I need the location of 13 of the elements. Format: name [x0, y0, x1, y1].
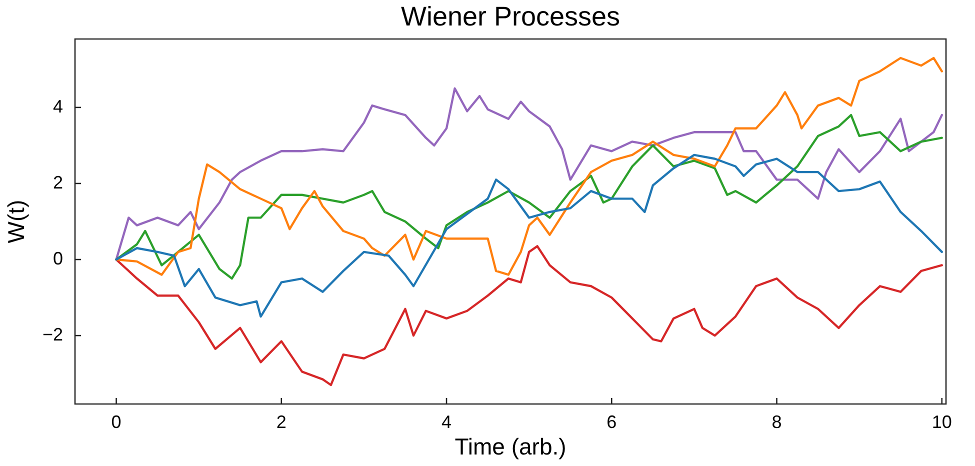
- y-tick-label: −2: [42, 324, 63, 345]
- chart-title: Wiener Processes: [400, 1, 620, 32]
- x-tick-label: 0: [111, 412, 122, 432]
- y-tick-label: 2: [52, 172, 63, 192]
- x-tick-label: 10: [932, 412, 952, 432]
- y-tick-label: 4: [52, 96, 63, 116]
- x-tick-label: 8: [772, 412, 782, 432]
- y-tick-label: 0: [52, 248, 63, 268]
- x-axis-title: Time (arb.): [454, 434, 566, 460]
- x-tick-label: 2: [276, 412, 286, 432]
- y-axis-title: W(t): [3, 200, 30, 244]
- x-tick-label: 6: [606, 412, 617, 432]
- x-tick-label: 4: [442, 412, 452, 432]
